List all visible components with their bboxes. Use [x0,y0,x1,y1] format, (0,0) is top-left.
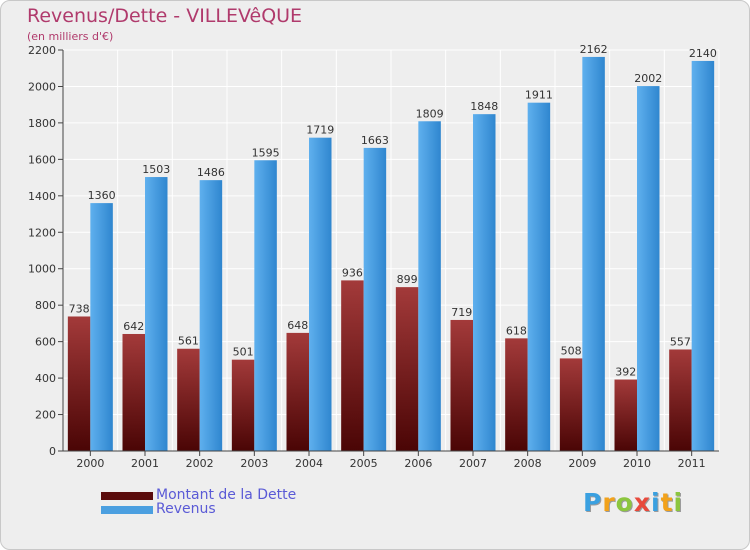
data-label-revenus: 1809 [416,107,444,120]
y-tick-label: 800 [35,299,56,312]
x-tick-label: 2002 [186,457,214,470]
x-tick-label: 2007 [459,457,487,470]
bar-revenus [418,121,441,451]
bar-revenus [363,147,387,452]
bar-dette [67,316,91,451]
data-label-revenus: 2002 [634,72,662,85]
bar-dette [614,379,637,451]
data-label-dette: 936 [342,266,363,279]
logo-letter: i [651,488,661,517]
legend-label-dette: Montant de la Dette [156,487,297,503]
proxiti-logo: Proxiti [583,488,683,517]
data-label-revenus: 1503 [142,163,170,176]
bar-revenus [90,203,113,451]
legend-label-revenus: Revenus [156,501,216,517]
x-tick-label: 2001 [131,457,159,470]
y-tick-label: 1400 [28,190,56,203]
data-label-dette: 738 [69,302,90,315]
y-tick-label: 2200 [28,44,56,57]
bar-dette [341,280,364,451]
bar-dette [669,349,692,451]
data-label-dette: 648 [287,319,308,332]
axes: 0 200 400 600 800 1000 1200 1400 1600 1800 2000 220… [28,44,719,470]
y-tick-label: 0 [49,445,56,458]
data-label-revenus: 1719 [306,124,334,137]
legend-swatch-dette [101,492,153,500]
logo-letter: t [660,488,674,517]
bar-revenus [145,177,168,451]
x-tick-label: 2000 [76,457,104,470]
bar-revenus [473,114,496,451]
logo-letter: o [615,488,634,517]
bar-dette [450,319,473,451]
data-label-revenus: 1848 [470,100,498,113]
x-tick-label: 2006 [404,457,432,470]
logo-letter: P [583,488,603,517]
data-label-dette: 899 [397,273,418,286]
x-tick-label: 2011 [678,457,706,470]
grid-lines [62,49,720,452]
bar-revenus [254,160,277,451]
chart-title: Revenus/Dette - VILLEVêQUE [27,5,303,27]
x-tick-label: 2008 [514,457,542,470]
bar-dette [505,338,528,451]
logo-letter: i [673,488,684,517]
data-label-dette: 392 [615,366,636,379]
data-label-revenus: 1595 [252,146,280,159]
bar-dette [122,333,145,451]
bar-revenus [527,102,551,451]
data-label-revenus: 2140 [689,47,717,60]
data-label-revenus: 1486 [197,166,225,179]
data-label-revenus: 1911 [525,89,553,102]
logo-letter: x [633,488,651,517]
bar-dette [231,359,255,451]
legend-swatch-revenus [101,506,153,514]
data-labels: 738 1360 642 1503 561 1486 501 1595 648 1719 936 16… [69,43,717,379]
logo-letter: r [602,488,616,517]
data-label-dette: 642 [123,320,144,333]
y-tick-label: 200 [35,409,56,422]
data-label-dette: 719 [451,306,472,319]
data-label-dette: 618 [506,324,527,337]
bar-dette [177,348,200,451]
y-tick-label: 1000 [28,263,56,276]
x-tick-label: 2004 [295,457,323,470]
y-tick-label: 600 [35,336,56,349]
bar-dette [395,287,419,451]
data-label-revenus: 2162 [580,43,608,56]
data-label-revenus: 1663 [361,134,389,147]
x-tick-label: 2010 [623,457,651,470]
x-tick-label: 2005 [350,457,378,470]
x-tick-label: 2003 [240,457,268,470]
data-label-dette: 501 [233,346,254,359]
bar-revenus [309,137,332,451]
y-tick-label: 1800 [28,117,56,130]
data-label-dette: 508 [561,344,582,357]
data-label-dette: 557 [670,335,691,348]
bar-revenus [582,56,605,452]
data-label-revenus: 1360 [88,189,116,202]
y-tick-label: 400 [35,372,56,385]
bars [67,56,715,452]
data-label-dette: 561 [178,335,199,348]
bar-revenus [691,60,715,451]
bar-revenus [637,86,660,451]
y-tick-label: 1200 [28,226,56,239]
chart-subtitle: (en milliers d'€) [27,30,114,43]
x-tick-label: 2009 [568,457,596,470]
y-tick-label: 2000 [28,80,56,93]
bar-dette [286,332,309,451]
bar-dette [559,358,583,451]
bar-revenus [199,180,223,451]
y-tick-label: 1600 [28,153,56,166]
